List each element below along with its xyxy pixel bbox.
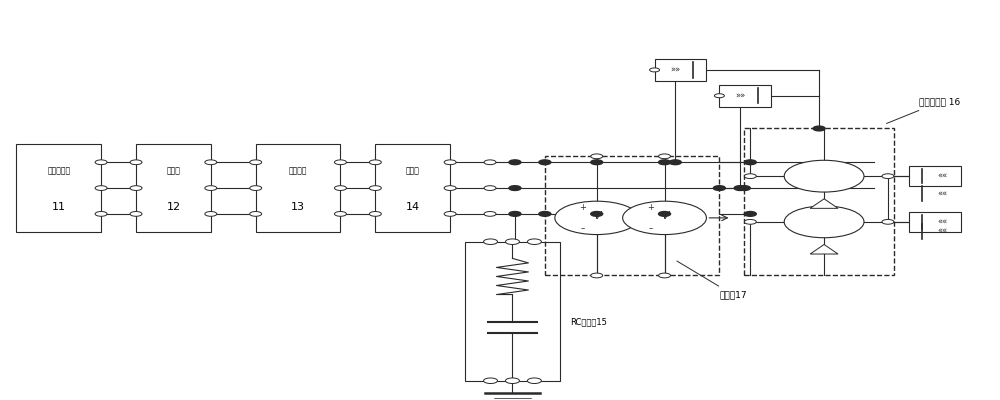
Text: ««: ««: [937, 172, 948, 181]
Circle shape: [505, 239, 519, 244]
Circle shape: [334, 160, 346, 165]
Text: 14: 14: [406, 202, 420, 212]
Bar: [744, 128, 894, 276]
Circle shape: [509, 186, 521, 190]
Text: 11: 11: [52, 202, 66, 212]
Circle shape: [334, 212, 346, 216]
Circle shape: [738, 186, 750, 190]
Text: V: V: [661, 211, 668, 221]
Circle shape: [555, 201, 639, 234]
Text: +: +: [647, 203, 654, 212]
Circle shape: [734, 186, 746, 190]
Circle shape: [527, 239, 541, 244]
Circle shape: [95, 186, 107, 190]
Text: RC滤波器15: RC滤波器15: [570, 318, 607, 327]
Text: ««: ««: [937, 189, 948, 198]
Circle shape: [669, 160, 681, 165]
Circle shape: [591, 154, 603, 159]
Circle shape: [369, 160, 381, 165]
Circle shape: [539, 212, 551, 216]
Circle shape: [444, 186, 456, 190]
Circle shape: [509, 160, 521, 165]
Circle shape: [813, 126, 825, 131]
Bar: [16, 144, 101, 232]
Circle shape: [369, 186, 381, 190]
Circle shape: [744, 220, 756, 224]
Text: 变压器: 变压器: [166, 166, 180, 175]
Text: 输电线路: 输电线路: [289, 166, 307, 175]
Text: 电压表17: 电压表17: [677, 261, 747, 299]
Circle shape: [882, 174, 894, 178]
Circle shape: [882, 220, 894, 224]
Circle shape: [130, 212, 142, 216]
Circle shape: [444, 160, 456, 165]
Polygon shape: [810, 199, 838, 208]
Circle shape: [484, 160, 496, 165]
Bar: [719, 85, 771, 107]
Circle shape: [744, 174, 756, 178]
Circle shape: [714, 94, 724, 98]
Circle shape: [334, 186, 346, 190]
Bar: [909, 166, 961, 186]
Text: 13: 13: [291, 202, 305, 212]
Polygon shape: [810, 244, 838, 254]
Text: –: –: [581, 224, 585, 234]
Circle shape: [205, 186, 217, 190]
Circle shape: [205, 160, 217, 165]
Circle shape: [744, 212, 756, 216]
Bar: [136, 144, 211, 232]
Text: 无穷大电源: 无穷大电源: [47, 166, 70, 175]
Circle shape: [484, 212, 496, 216]
Circle shape: [484, 239, 498, 244]
Text: 变压器: 变压器: [406, 166, 420, 175]
Circle shape: [484, 186, 496, 190]
Circle shape: [509, 212, 521, 216]
Circle shape: [505, 378, 519, 384]
Circle shape: [650, 68, 660, 72]
Text: V: V: [593, 211, 601, 221]
Circle shape: [713, 186, 725, 190]
Circle shape: [130, 160, 142, 165]
Circle shape: [484, 378, 498, 384]
Circle shape: [784, 206, 864, 238]
Circle shape: [527, 378, 541, 384]
Bar: [375, 144, 450, 232]
Circle shape: [250, 186, 262, 190]
Circle shape: [369, 212, 381, 216]
Bar: [545, 156, 719, 276]
Text: 12: 12: [166, 202, 180, 212]
Circle shape: [591, 212, 603, 216]
Circle shape: [659, 273, 671, 278]
Circle shape: [744, 160, 756, 165]
Circle shape: [623, 201, 706, 234]
Text: –: –: [648, 224, 653, 234]
Bar: [256, 144, 340, 232]
Bar: [909, 212, 961, 232]
Bar: [655, 59, 706, 81]
Circle shape: [539, 160, 551, 165]
Circle shape: [130, 186, 142, 190]
Circle shape: [591, 160, 603, 165]
Text: »»: »»: [735, 91, 745, 100]
Text: +: +: [579, 203, 586, 212]
Circle shape: [659, 160, 671, 165]
Circle shape: [95, 212, 107, 216]
Circle shape: [659, 154, 671, 159]
Circle shape: [659, 212, 671, 216]
Text: 可控电流源 16: 可控电流源 16: [887, 98, 960, 124]
Circle shape: [250, 160, 262, 165]
Circle shape: [591, 273, 603, 278]
Text: »»: »»: [670, 66, 680, 74]
Bar: [465, 242, 560, 381]
Text: ««: ««: [937, 217, 948, 226]
Circle shape: [444, 212, 456, 216]
Circle shape: [250, 212, 262, 216]
Circle shape: [205, 212, 217, 216]
Circle shape: [95, 160, 107, 165]
Circle shape: [784, 160, 864, 192]
Text: ««: ««: [937, 227, 948, 236]
